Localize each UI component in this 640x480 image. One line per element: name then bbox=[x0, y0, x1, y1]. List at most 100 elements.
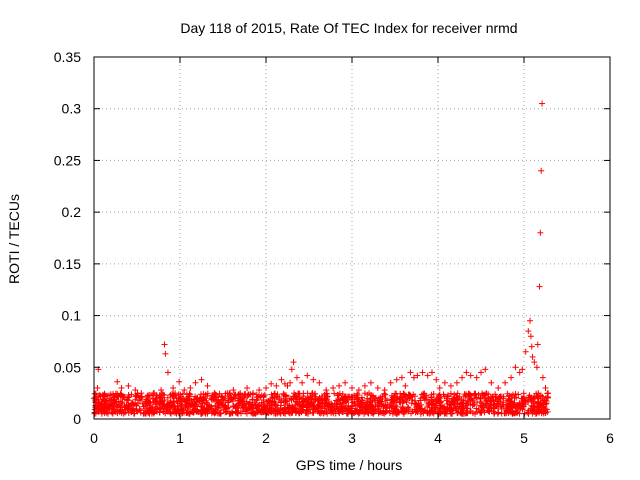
data-point-band bbox=[525, 394, 532, 401]
data-point-band bbox=[451, 391, 458, 398]
data-point-band bbox=[412, 400, 419, 407]
data-point bbox=[250, 390, 257, 397]
data-point-band bbox=[130, 410, 137, 417]
data-point bbox=[533, 364, 540, 371]
data-point bbox=[125, 382, 132, 389]
data-point-band bbox=[274, 410, 281, 417]
data-point-band bbox=[283, 393, 290, 400]
data-point-band bbox=[362, 400, 369, 407]
y-tick-label: 0.15 bbox=[54, 256, 81, 272]
data-point-band bbox=[382, 395, 389, 402]
data-point-band bbox=[268, 391, 275, 398]
data-point-band bbox=[115, 393, 122, 400]
data-point-band bbox=[245, 406, 252, 413]
data-point bbox=[336, 382, 343, 389]
data-point bbox=[525, 328, 532, 335]
data-point bbox=[230, 387, 237, 394]
data-point-band bbox=[303, 401, 310, 408]
data-point-band bbox=[508, 404, 515, 411]
data-point-band bbox=[497, 398, 504, 405]
data-point bbox=[414, 372, 421, 379]
data-point-band bbox=[446, 401, 453, 408]
data-point bbox=[522, 348, 529, 355]
data-point-band bbox=[510, 410, 517, 417]
data-point bbox=[244, 384, 251, 391]
data-point-band bbox=[512, 390, 519, 397]
data-point-band bbox=[489, 394, 496, 401]
data-point-band bbox=[317, 410, 324, 417]
data-point-band bbox=[306, 402, 313, 409]
data-point-band bbox=[110, 392, 117, 399]
data-point-band bbox=[163, 403, 170, 410]
data-point-band bbox=[371, 409, 378, 416]
data-point-band bbox=[219, 402, 226, 409]
data-point-band bbox=[225, 399, 232, 406]
data-point-band bbox=[484, 397, 491, 404]
x-tick-label: 0 bbox=[90, 430, 98, 446]
data-point-band bbox=[140, 403, 147, 410]
data-point-band bbox=[260, 400, 267, 407]
data-point-band bbox=[488, 398, 495, 405]
data-point-band bbox=[503, 401, 510, 408]
data-point-band bbox=[323, 400, 330, 407]
y-tick-label: 0 bbox=[73, 411, 81, 427]
data-point-band bbox=[450, 397, 457, 404]
data-point-band bbox=[317, 402, 324, 409]
data-point-band bbox=[164, 394, 171, 401]
data-point-band bbox=[335, 392, 342, 399]
data-point-band bbox=[450, 407, 457, 414]
data-point-band bbox=[414, 406, 421, 413]
data-point bbox=[288, 366, 295, 373]
data-point-band bbox=[345, 406, 352, 413]
data-point-band bbox=[125, 404, 132, 411]
data-point-band bbox=[178, 405, 185, 412]
data-point-band bbox=[354, 407, 361, 414]
data-point-band bbox=[215, 399, 222, 406]
data-point-band bbox=[123, 401, 130, 408]
data-point-band bbox=[312, 393, 319, 400]
data-point-band bbox=[284, 400, 291, 407]
data-point-band bbox=[122, 409, 129, 416]
data-point bbox=[531, 359, 538, 366]
data-point-band bbox=[497, 393, 504, 400]
data-point bbox=[310, 376, 317, 383]
data-point-band bbox=[324, 393, 331, 400]
data-point-band bbox=[383, 408, 390, 415]
data-point-band bbox=[539, 393, 546, 400]
data-point-band bbox=[225, 393, 232, 400]
data-point bbox=[330, 384, 337, 391]
x-tick-label: 5 bbox=[520, 430, 528, 446]
data-point-band bbox=[290, 393, 297, 400]
data-point-band bbox=[483, 402, 490, 409]
data-point bbox=[224, 390, 231, 397]
data-point bbox=[162, 350, 169, 357]
data-point-band bbox=[358, 404, 365, 411]
data-point-band bbox=[309, 392, 316, 399]
data-point-band bbox=[356, 410, 363, 417]
data-point-band bbox=[170, 391, 177, 398]
data-point-band bbox=[322, 404, 329, 411]
data-point-band bbox=[253, 404, 260, 411]
data-point-band bbox=[359, 407, 366, 414]
data-point-band bbox=[420, 410, 427, 417]
data-point-band bbox=[409, 396, 416, 403]
chart-title: Day 118 of 2015, Rate Of TEC Index for r… bbox=[180, 20, 517, 36]
data-point-band bbox=[380, 402, 387, 409]
data-point-band bbox=[431, 405, 438, 412]
data-point-band bbox=[439, 403, 446, 410]
data-point-band bbox=[109, 409, 116, 416]
data-point-band bbox=[428, 394, 435, 401]
data-point bbox=[94, 384, 101, 391]
data-point bbox=[316, 379, 323, 386]
data-point-band bbox=[479, 405, 486, 412]
data-point bbox=[402, 382, 409, 389]
data-point-band bbox=[318, 395, 325, 402]
data-point bbox=[536, 283, 543, 290]
data-point-band bbox=[435, 406, 442, 413]
data-point-band bbox=[251, 410, 258, 417]
data-point bbox=[453, 379, 460, 386]
data-point-band bbox=[271, 394, 278, 401]
data-point-band bbox=[401, 409, 408, 416]
data-point-band bbox=[95, 396, 102, 403]
